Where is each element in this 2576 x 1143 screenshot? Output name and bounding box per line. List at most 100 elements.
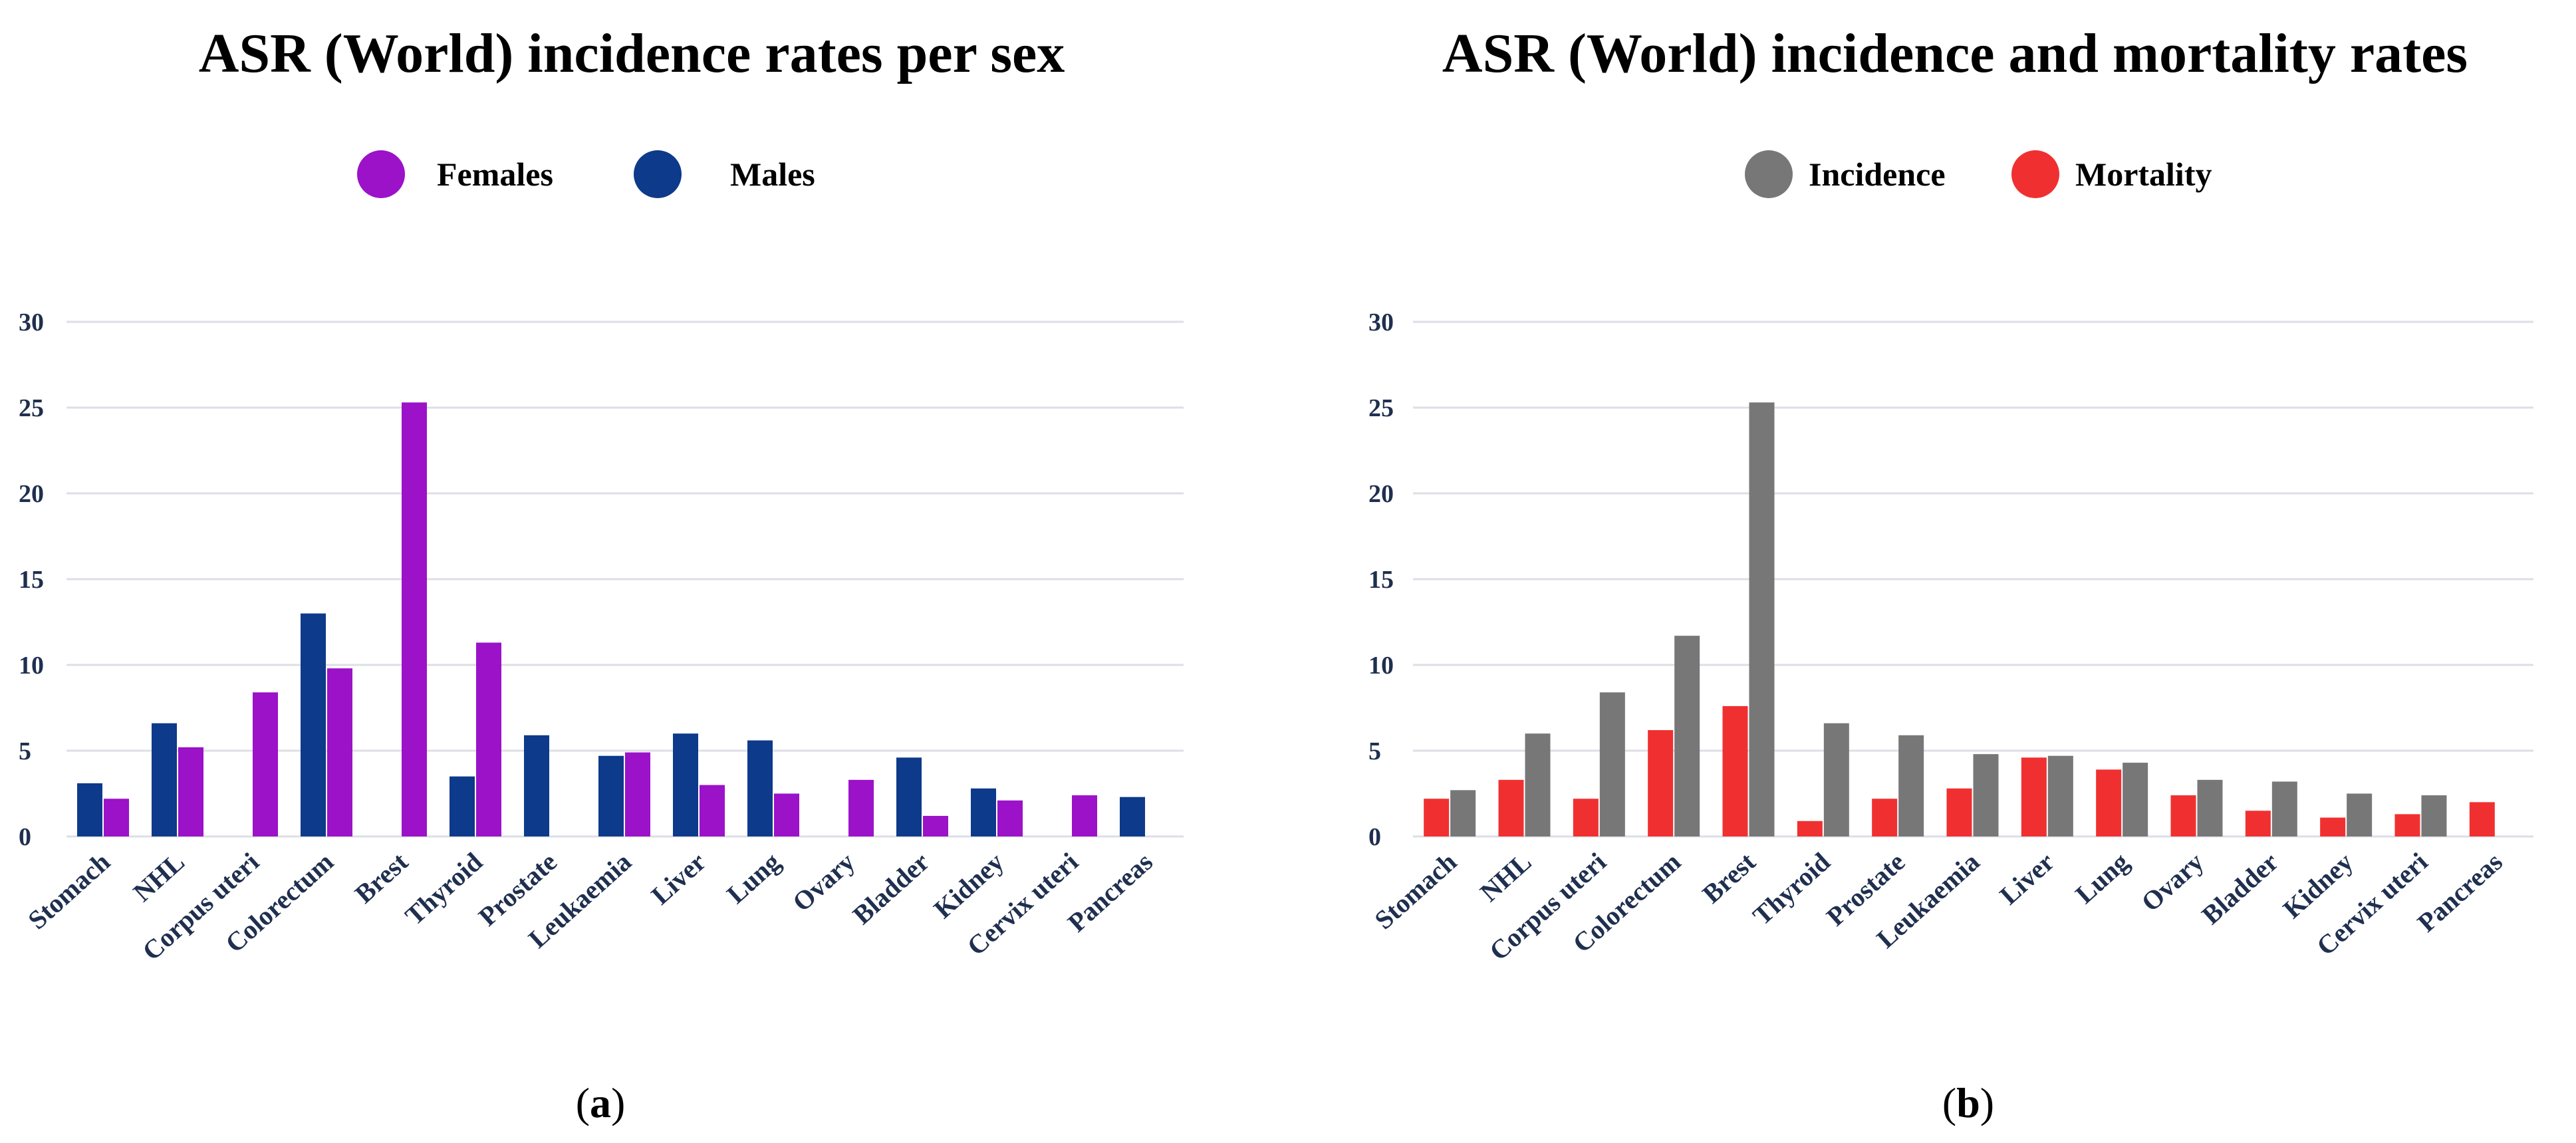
bar-females-liver [700, 785, 725, 836]
y-tick-label: 5 [19, 737, 31, 765]
x-tick-label: Thyroid [1747, 846, 1836, 931]
x-tick-label: NHL [127, 846, 190, 907]
chart-title-b: ASR (World) incidence and mortality rate… [1442, 23, 2468, 84]
bar-incidence-brest [1749, 402, 1775, 836]
bar-incidence-bladder [2271, 781, 2297, 836]
bar-mortality-ovary [2170, 795, 2196, 836]
bar-males-nhl [152, 723, 177, 836]
bar-mortality-cervix-uteri [2394, 814, 2420, 836]
bar-females-colorectum [327, 668, 352, 836]
bar-mortality-bladder [2245, 811, 2271, 836]
bar-incidence-prostate [1898, 735, 1924, 836]
bar-mortality-colorectum [1648, 730, 1674, 836]
bar-females-lung [774, 793, 799, 836]
y-tick-label: 25 [19, 394, 44, 422]
bar-incidence-lung [2123, 763, 2148, 836]
y-tick-label: 20 [19, 480, 44, 508]
legend-marker-mortality [2011, 150, 2059, 198]
legend-label-mortality: Mortality [2075, 156, 2212, 193]
y-tick-label: 15 [1368, 566, 1394, 594]
bar-males-stomach [77, 783, 102, 836]
bar-incidence-leukaemia [1973, 754, 1999, 836]
bar-mortality-stomach [1424, 799, 1450, 836]
x-tick-label: Bladder [2196, 846, 2284, 930]
bar-females-leukaemia [625, 752, 650, 836]
panel-label-a: (a) [576, 1079, 626, 1126]
bar-males-pancreas [1120, 797, 1145, 836]
bar-males-prostate [524, 735, 549, 836]
legend-a: Females Males [357, 150, 815, 198]
panel-label-b: (b) [1942, 1079, 1994, 1126]
y-tick-label: 30 [1368, 309, 1394, 336]
y-tick-label: 30 [19, 309, 44, 336]
bar-males-leukaemia [598, 755, 624, 836]
bar-males-lung [747, 740, 773, 836]
legend-b: Incidence Mortality [1745, 150, 2212, 198]
bar-mortality-brest [1722, 705, 1748, 836]
bar-incidence-nhl [1525, 733, 1551, 836]
bar-males-bladder [896, 757, 922, 836]
legend-marker-incidence [1745, 150, 1793, 198]
bar-incidence-colorectum [1674, 636, 1700, 836]
bar-mortality-nhl [1498, 779, 1524, 836]
panel-letter-b: b [1956, 1079, 1980, 1126]
bar-mortality-kidney [2320, 817, 2346, 836]
bar-females-corpus-uteri [253, 692, 278, 836]
x-tick-label: Bladder [847, 846, 936, 930]
legend-label-incidence: Incidence [1809, 156, 1946, 193]
bar-mortality-lung [2096, 769, 2122, 836]
bar-females-stomach [104, 799, 129, 836]
x-tick-label: Brest [1696, 846, 1761, 909]
bar-females-cervix-uteri [1072, 795, 1097, 836]
bar-incidence-ovary [2197, 779, 2223, 836]
y-tick-label: 20 [1368, 480, 1394, 508]
legend-label-females: Females [437, 156, 553, 193]
x-tick-label: Lung [2069, 846, 2134, 909]
y-tick-label: 15 [19, 566, 44, 594]
x-tick-label: Brest [349, 846, 414, 909]
x-tick-label: Pancreas [1062, 846, 1158, 938]
y-tick-label: 0 [1368, 823, 1381, 851]
legend-marker-males [634, 150, 682, 198]
x-tick-label: Liver [646, 846, 711, 910]
x-tick-label: Stomach [22, 846, 116, 935]
bar-females-kidney [997, 800, 1023, 836]
x-tick-label: Liver [1994, 846, 2059, 910]
legend-marker-females [357, 150, 405, 198]
bar-mortality-thyroid [1797, 821, 1823, 836]
bar-mortality-pancreas [2469, 802, 2495, 836]
bar-females-brest [402, 402, 427, 836]
bar-incidence-stomach [1450, 790, 1476, 836]
bar-mortality-liver [2021, 757, 2047, 836]
bar-females-nhl [178, 747, 203, 836]
bar-males-colorectum [301, 613, 326, 836]
y-tick-label: 25 [1368, 394, 1394, 422]
bar-incidence-thyroid [1823, 723, 1849, 836]
bar-incidence-kidney [2347, 793, 2373, 836]
bar-females-ovary [848, 779, 874, 836]
y-tick-label: 5 [1368, 737, 1381, 765]
bar-mortality-leukaemia [1946, 788, 1972, 836]
chart-title-a: ASR (World) incidence rates per sex [199, 23, 1065, 84]
chart-panel-b: ASR (World) incidence and mortality rate… [1368, 23, 2533, 1126]
bar-incidence-cervix-uteri [2421, 795, 2447, 836]
panel-letter-a: a [590, 1079, 611, 1126]
y-tick-label: 10 [1368, 652, 1394, 680]
bar-males-thyroid [450, 776, 475, 836]
x-tick-label: NHL [1474, 846, 1537, 907]
bar-incidence-corpus-uteri [1599, 692, 1625, 836]
y-tick-label: 0 [19, 823, 31, 851]
x-tick-label: Lung [721, 846, 786, 909]
chart-panel-a: ASR (World) incidence rates per sex Fema… [19, 23, 1184, 1126]
bar-mortality-corpus-uteri [1573, 799, 1599, 836]
legend-label-males: Males [730, 156, 815, 193]
x-tick-label: Thyroid [399, 846, 488, 931]
bar-females-thyroid [476, 642, 501, 836]
bar-females-bladder [923, 816, 948, 836]
x-tick-label: Stomach [1368, 846, 1462, 935]
bar-males-liver [673, 733, 698, 836]
bar-males-kidney [971, 788, 996, 836]
